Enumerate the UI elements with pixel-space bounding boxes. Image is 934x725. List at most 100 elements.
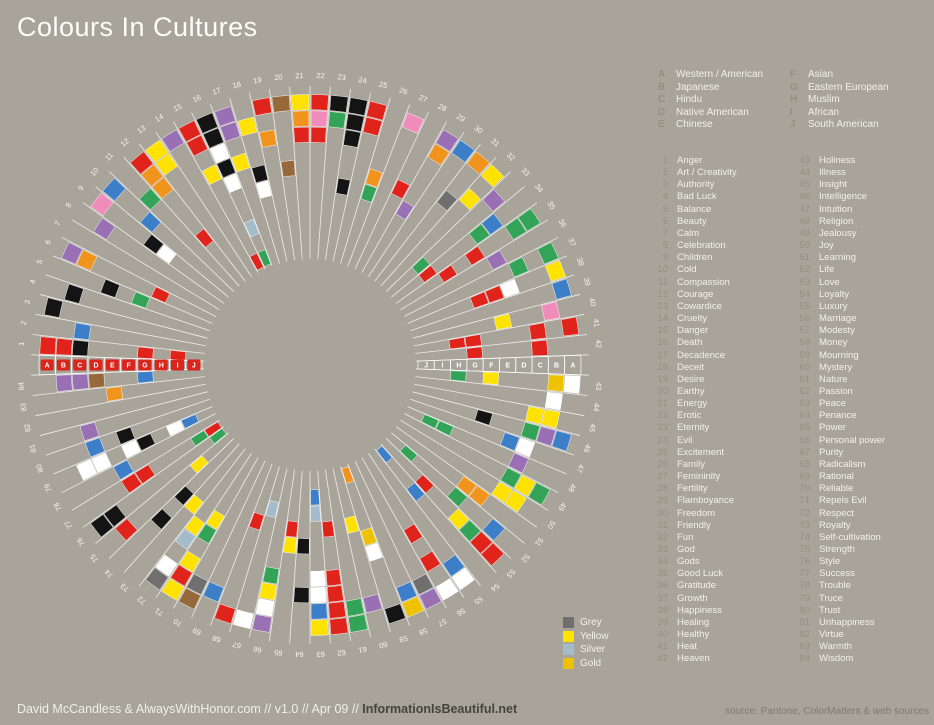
culture-legend-col-1: A Western / American B Japanese C Hindu D Nativ… <box>658 69 763 132</box>
spoke-grid-line <box>317 86 331 260</box>
spoke-grid-line <box>332 92 372 262</box>
spoke-number-label: 61 <box>358 645 368 655</box>
spoke-grid-line <box>325 88 352 261</box>
concept-item: 44 Illness <box>788 167 934 179</box>
spoke-number-label: 13 <box>135 123 147 135</box>
spoke-grid-line <box>268 469 295 642</box>
colour-cell-48-I <box>420 413 440 429</box>
colour-cell-78-D <box>113 459 134 480</box>
concept-number: 30 <box>657 507 668 519</box>
concept-item: 29 Flamboyance <box>646 495 786 507</box>
concept-item: 63 Peace <box>788 398 934 410</box>
spoke-grid-line <box>209 463 273 626</box>
colour-cell-24-A <box>347 97 368 116</box>
spoke-number-label: 29 <box>455 112 467 124</box>
concept-number: 19 <box>657 373 668 385</box>
concept-number: 8 <box>662 240 668 252</box>
colour-cell-41-H <box>448 336 466 350</box>
concept-name: Learning <box>819 252 856 264</box>
concept-item: 78 Trouble <box>788 580 934 592</box>
colour-cell-1-A <box>39 336 57 355</box>
colour-cell-80-C <box>84 437 106 458</box>
concept-list-43-84: 43 Holiness 44 Illness 45 Insight 46 Intelligen… <box>788 155 934 666</box>
concept-name: Growth <box>677 592 708 604</box>
spoke-number-label: 30 <box>472 123 484 135</box>
concept-name: Warmth <box>819 641 852 653</box>
concept-item: 68 Radicalism <box>788 459 934 471</box>
ring-letter-left: E <box>110 362 115 369</box>
concept-name: Joy <box>819 240 834 252</box>
concept-number: 73 <box>799 519 810 531</box>
concept-item: 76 Style <box>788 556 934 568</box>
culture-name: Asian <box>808 69 834 80</box>
concept-item: 26 Family <box>646 459 786 471</box>
spoke-grid-line <box>173 457 259 609</box>
colour-cell-66-C <box>258 582 277 601</box>
colour-cell-11-C <box>139 188 162 211</box>
colour-cell-12-B <box>140 164 164 187</box>
culture-legend-item: J South American <box>790 119 889 132</box>
colour-cell-59-J <box>341 466 355 484</box>
colour-cell-30-A <box>451 139 475 163</box>
concept-name: Energy <box>677 398 708 410</box>
concept-item: 42 Heaven <box>646 653 786 665</box>
spoke-grid-line <box>332 468 372 638</box>
concept-number: 4 <box>662 191 668 203</box>
colour-cell-63-C <box>310 586 327 604</box>
spoke-number-label: 78 <box>52 501 64 513</box>
colour-cell-1-I <box>169 350 187 361</box>
concept-number: 74 <box>799 531 810 543</box>
spoke-number-label: 4 <box>28 278 38 285</box>
colour-cell-19-C <box>258 129 277 148</box>
ring-letter-tag-left <box>73 359 87 371</box>
ring-letter-tag-left <box>171 359 185 371</box>
spoke-grid-line <box>191 460 266 618</box>
ring-letter-right: F <box>489 362 494 369</box>
concept-name: Compassion <box>677 276 730 288</box>
spoke-grid-line <box>95 186 229 298</box>
concept-item: 65 Power <box>788 422 934 434</box>
colour-cell-53-B <box>469 531 493 554</box>
colour-cell-53-G <box>415 474 435 494</box>
concept-number: 69 <box>799 471 810 483</box>
spoke-grid-line <box>354 460 429 618</box>
spoke-grid-line <box>108 171 234 292</box>
concept-number: 61 <box>799 373 810 385</box>
concept-number: 13 <box>657 300 668 312</box>
concept-name: Evil <box>677 434 693 446</box>
colour-cell-41-C <box>528 322 547 340</box>
spoke-grid-line <box>415 376 588 396</box>
spoke-grid-line <box>374 143 481 282</box>
culture-legend-item: B Japanese <box>658 82 763 95</box>
concept-number: 25 <box>657 446 668 458</box>
spoke-number-label: 35 <box>545 199 557 211</box>
spoke-grid-line <box>53 406 213 475</box>
concept-name: Wisdom <box>819 653 854 665</box>
culture-letter: F <box>790 69 797 80</box>
concept-name: Celebration <box>677 240 726 252</box>
grey-swatch-icon <box>563 617 574 629</box>
ring-letter-left: F <box>127 362 132 369</box>
colour-cell-38-F <box>469 291 489 309</box>
colour-cell-77-I <box>190 430 209 447</box>
spoke-grid-line <box>45 274 210 332</box>
colour-wheel-chart: 1 2 3 4 5 6 7 8 9 10 11 12 13 14 15 16 17 18 19 20 21 22 23 24 2… <box>0 38 620 693</box>
concept-name: Intelligence <box>819 191 868 203</box>
spoke-number-label: 33 <box>519 166 531 178</box>
culture-legend-item: D Native American <box>658 107 763 120</box>
concept-name: Rational <box>819 471 854 483</box>
colour-cell-84-D <box>88 373 106 389</box>
concept-number: 43 <box>799 155 810 166</box>
spoke-number-label: 19 <box>252 75 262 85</box>
colour-cell-43-H <box>450 370 467 382</box>
concept-number: 24 <box>657 434 668 446</box>
spoke-number-label: 62 <box>337 648 346 658</box>
concept-name: Intuition <box>819 203 853 215</box>
colour-cell-66-D <box>262 566 280 585</box>
concept-number: 38 <box>657 604 668 616</box>
spoke-number-label: 25 <box>378 79 388 90</box>
spoke-grid-line <box>35 313 206 347</box>
colour-cell-24-B <box>345 113 365 132</box>
colour-cell-43-A <box>563 375 581 394</box>
